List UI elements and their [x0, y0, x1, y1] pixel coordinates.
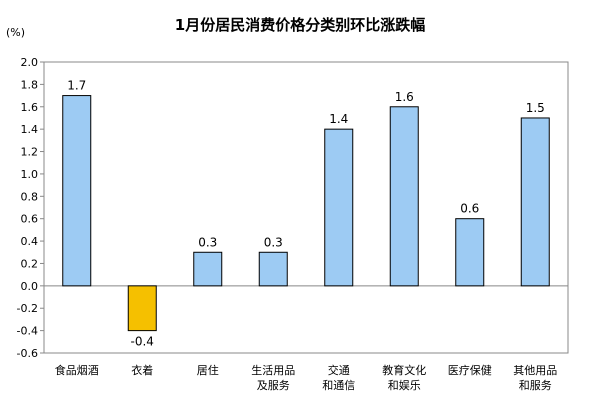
- y-tick-label: -0.2: [17, 302, 38, 315]
- bar: [127, 285, 157, 332]
- x-category-label: 医疗保健: [448, 363, 492, 377]
- x-category-label: 及服务: [257, 379, 290, 392]
- y-tick-label: 1.8: [21, 78, 39, 91]
- plot-frame: [43, 61, 569, 354]
- x-category-label: 食品烟酒: [55, 363, 99, 377]
- x-category-label: 和通信: [322, 379, 355, 392]
- y-tick-label: -0.4: [17, 325, 38, 338]
- data-label: 0.3: [264, 235, 283, 249]
- data-label: 1.7: [67, 79, 86, 93]
- y-tick-label: 0.0: [21, 280, 39, 293]
- bar: [258, 251, 288, 287]
- y-tick-label: 1.6: [21, 101, 39, 114]
- x-category-label: 生活用品: [251, 363, 295, 377]
- data-label: 0.3: [198, 235, 217, 249]
- y-tick-label: 1.0: [21, 168, 39, 181]
- bar: [389, 106, 419, 287]
- x-category-label: 交通: [328, 363, 350, 377]
- y-tick-label: 0.6: [21, 213, 39, 226]
- x-category-label: 教育文化: [382, 363, 426, 377]
- bar: [520, 117, 550, 287]
- data-label: 1.4: [329, 112, 348, 126]
- bar: [193, 251, 223, 287]
- chart-title: 1月份居民消费价格分类别环比涨跌幅: [174, 16, 426, 34]
- y-tick-label: 0.2: [21, 257, 39, 270]
- y-unit-label: (%): [6, 26, 26, 39]
- x-category-label: 衣着: [131, 363, 153, 377]
- data-label: 1.5: [526, 101, 545, 115]
- y-tick-label: 0.8: [21, 190, 39, 203]
- bar: [455, 218, 485, 287]
- y-tick-label: 2.0: [21, 56, 39, 69]
- x-category-label: 和服务: [519, 379, 552, 392]
- bar: [324, 128, 354, 287]
- y-tick-label: -0.6: [17, 347, 38, 360]
- x-category-label: 其他用品: [513, 364, 557, 377]
- x-category-label: 居住: [197, 363, 219, 377]
- data-label: -0.4: [131, 335, 154, 349]
- data-label: 1.6: [395, 90, 414, 104]
- x-category-label: 和娱乐: [388, 378, 421, 392]
- bar: [62, 95, 92, 287]
- y-tick-label: 1.4: [21, 123, 39, 136]
- y-tick-label: 0.4: [21, 235, 39, 248]
- y-tick-label: 1.2: [21, 146, 39, 159]
- data-label: 0.6: [460, 202, 479, 216]
